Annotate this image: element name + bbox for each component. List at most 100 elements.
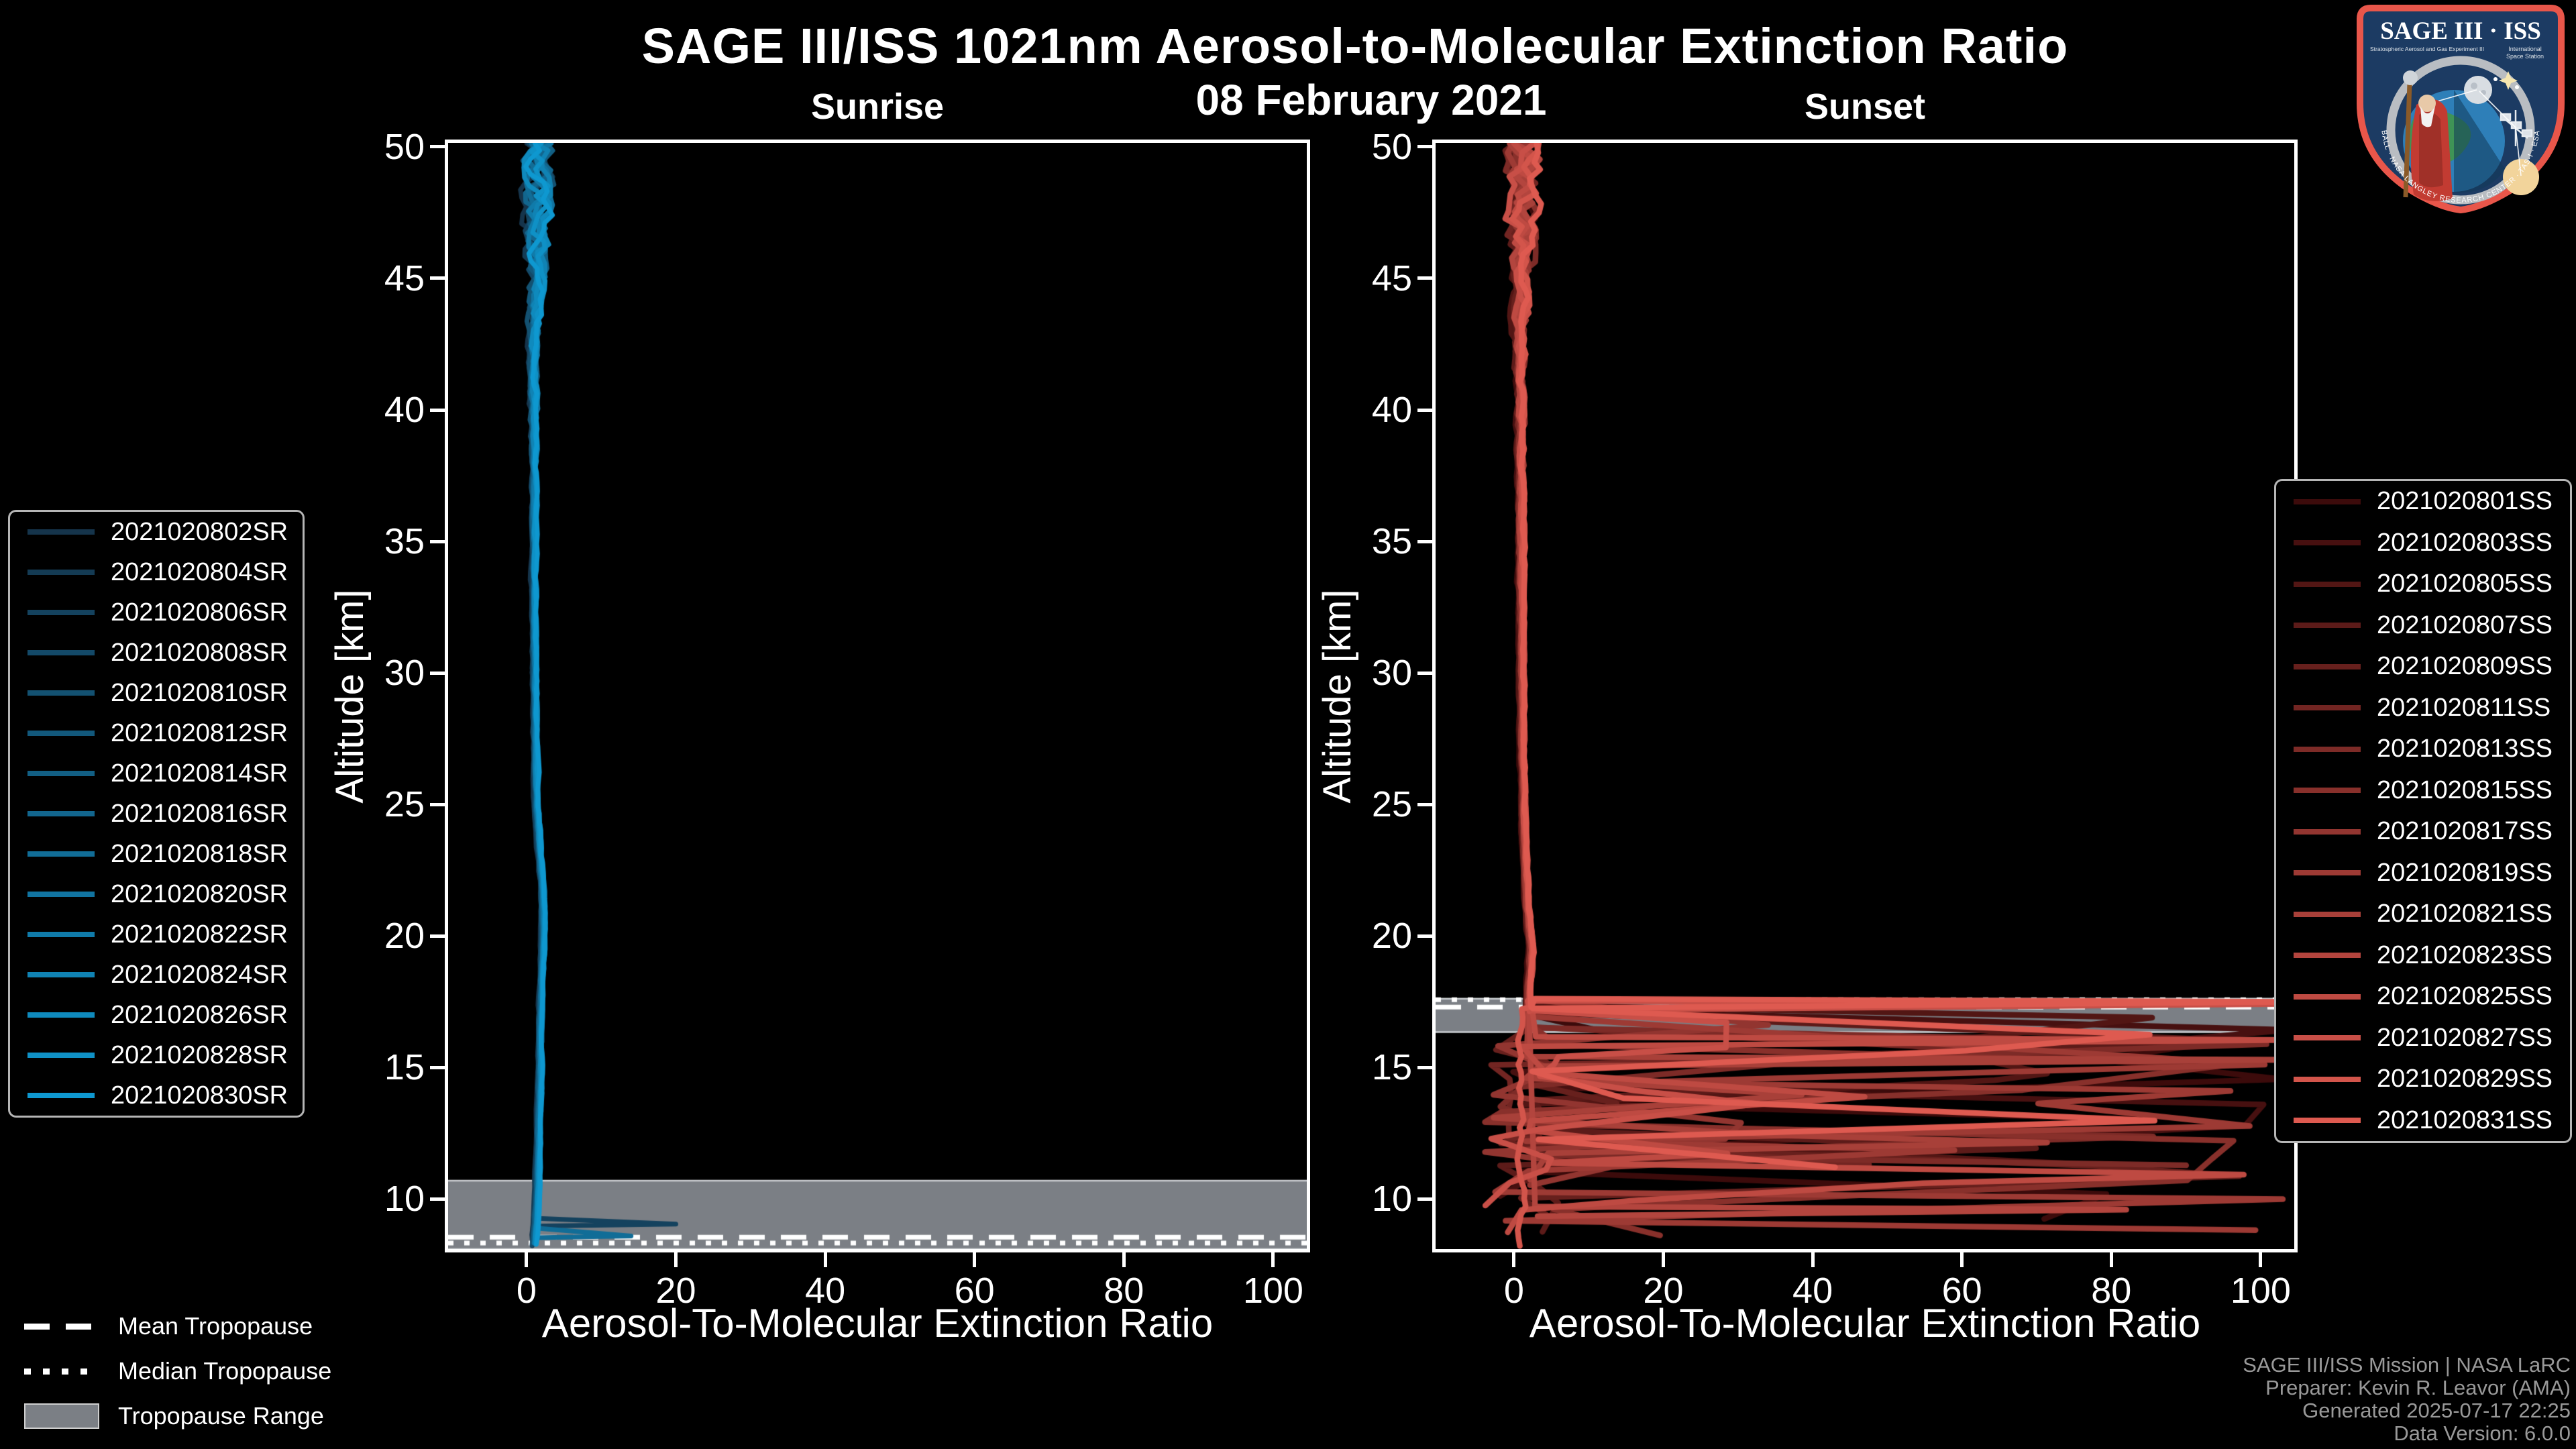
x-tick-label: 0 xyxy=(1503,1271,1524,1311)
legend-item: 2021020821SS xyxy=(2276,900,2570,928)
median-tropopause-line-swatch xyxy=(24,1368,99,1375)
y-tick-label: 25 xyxy=(384,784,425,825)
x-tick-label: 80 xyxy=(1104,1271,1144,1311)
legend-item: 2021020830SR xyxy=(10,1081,303,1110)
footer-line: Generated 2025-07-17 22:25 xyxy=(2302,1399,2571,1422)
y-tick-label: 25 xyxy=(1371,784,1412,825)
legend-line-swatch xyxy=(2294,1076,2361,1082)
legend-line-swatch xyxy=(28,771,95,776)
legend-event-label: 2021020814SR xyxy=(111,759,288,788)
legend-item: 2021020824SR xyxy=(10,961,303,989)
sunrise-x-axis-label: Aerosol-To-Molecular Extinction Ratio xyxy=(541,1301,1214,1346)
legend-event-label: 2021020810SR xyxy=(111,678,288,707)
sunrise-plot-canvas xyxy=(448,143,1307,1249)
logo-subtitle-sage: Stratospheric Aerosol and Gas Experiment… xyxy=(2370,46,2484,52)
legend-line-swatch xyxy=(28,650,95,655)
x-tick-label: 100 xyxy=(2230,1271,2291,1311)
legend-item: 2021020823SS xyxy=(2276,941,2570,970)
sunrise-legend: 2021020802SR 2021020804SR 2021020806SR 2021… xyxy=(8,510,305,1118)
legend-line-swatch xyxy=(28,811,95,816)
legend-event-label: 2021020804SR xyxy=(111,557,288,586)
median-tropopause-label: Median Tropopause xyxy=(118,1357,332,1385)
sunrise-plot-area: 0 20 40 60 80 100 10 15 20 25 30 35 40 45 50 xyxy=(384,128,1310,1309)
tropopause-range-label: Tropopause Range xyxy=(118,1402,324,1430)
x-tick-label: 0 xyxy=(516,1271,537,1311)
legend-line-swatch xyxy=(28,892,95,897)
legend-event-label: 2021020805SS xyxy=(2377,570,2553,598)
legend-line-swatch xyxy=(28,1093,95,1098)
footer-credits: SAGE III/ISS Mission | NASA LaRC Preparer… xyxy=(2243,1354,2571,1445)
legend-event-label: 2021020809SS xyxy=(2377,652,2553,681)
y-tick xyxy=(1417,408,1432,412)
legend-item: 2021020831SS xyxy=(2276,1106,2570,1135)
legend-line-swatch xyxy=(28,851,95,857)
legend-line-swatch xyxy=(28,731,95,736)
footer-line: Preparer: Kevin R. Leavor (AMA) xyxy=(2265,1376,2571,1399)
legend-item: 2021020803SS xyxy=(2276,529,2570,557)
mean-tropopause-label: Mean Tropopause xyxy=(118,1312,313,1340)
x-tick xyxy=(1811,1252,1815,1267)
legend-event-label: 2021020824SR xyxy=(111,960,288,989)
legend-event-label: 2021020829SS xyxy=(2377,1065,2553,1093)
y-tick-label: 15 xyxy=(384,1047,425,1088)
x-tick-label: 60 xyxy=(1941,1271,1982,1311)
legend-event-label: 2021020830SR xyxy=(111,1081,288,1110)
legend-line-swatch xyxy=(28,972,95,977)
legend-item-mean-tropopause: Mean Tropopause xyxy=(24,1311,331,1342)
sunset-y-axis-label: Altitude [km] xyxy=(1316,589,1359,804)
y-tick-label: 10 xyxy=(384,1179,425,1220)
legend-line-swatch xyxy=(28,1012,95,1018)
logo-figure xyxy=(2403,70,2453,201)
y-tick-label: 10 xyxy=(1371,1179,1412,1220)
legend-line-swatch xyxy=(28,529,95,535)
logo-title: SAGE III · ISS xyxy=(2380,17,2541,45)
logo-moon-crater xyxy=(2471,83,2477,89)
y-tick xyxy=(430,408,445,412)
x-tick xyxy=(1122,1252,1126,1267)
legend-item-median-tropopause: Median Tropopause xyxy=(24,1356,331,1387)
y-tick xyxy=(1417,1197,1432,1201)
y-tick-label: 30 xyxy=(384,653,425,694)
x-tick xyxy=(1512,1252,1516,1267)
legend-event-label: 2021020821SS xyxy=(2377,900,2553,928)
legend-event-label: 2021020816SR xyxy=(111,799,288,828)
sunset-panel-title: Sunset xyxy=(1804,87,1926,127)
legend-item: 2021020829SS xyxy=(2276,1065,2570,1093)
legend-item: 2021020827SS xyxy=(2276,1024,2570,1053)
legend-line-swatch xyxy=(2294,540,2361,546)
x-tick-label: 100 xyxy=(1242,1271,1303,1311)
legend-item: 2021020810SR xyxy=(10,679,303,708)
legend-event-label: 2021020811SS xyxy=(2377,693,2551,722)
legend-line-swatch xyxy=(2294,623,2361,629)
legend-item: 2021020825SS xyxy=(2276,982,2570,1011)
y-tick xyxy=(430,671,445,675)
x-tick xyxy=(1960,1252,1964,1267)
legend-item-tropopause-range: Tropopause Range xyxy=(24,1401,331,1432)
legend-line-swatch xyxy=(2294,746,2361,752)
legend-event-label: 2021020819SS xyxy=(2377,858,2553,887)
legend-event-label: 2021020831SS xyxy=(2377,1106,2553,1134)
legend-item: 2021020805SS xyxy=(2276,570,2570,598)
y-tick xyxy=(1417,671,1432,675)
legend-event-label: 2021020802SR xyxy=(111,517,288,546)
legend-line-swatch xyxy=(2294,581,2361,587)
x-tick xyxy=(674,1252,678,1267)
logo-subtitle-iss-2: Space Station xyxy=(2506,53,2544,60)
logo-earth-shadow xyxy=(2454,90,2505,193)
footer-line: Data Version: 6.0.0 xyxy=(2394,1421,2571,1445)
x-tick-label: 20 xyxy=(655,1271,696,1311)
x-tick xyxy=(525,1252,529,1267)
legend-event-label: 2021020822SR xyxy=(111,920,288,949)
y-tick xyxy=(430,802,445,806)
legend-line-swatch xyxy=(2294,663,2361,669)
legend-item: 2021020817SS xyxy=(2276,817,2570,846)
legend-item: 2021020818SR xyxy=(10,840,303,869)
y-tick xyxy=(430,539,445,543)
sunset-x-axis-label: Aerosol-To-Molecular Extinction Ratio xyxy=(1529,1301,2201,1346)
legend-item: 2021020828SR xyxy=(10,1041,303,1070)
legend-event-label: 2021020817SS xyxy=(2377,817,2553,846)
x-tick xyxy=(823,1252,827,1267)
x-tick-label: 40 xyxy=(1792,1271,1833,1311)
sunrise-y-axis-label: Altitude [km] xyxy=(328,589,372,804)
legend-item: 2021020820SR xyxy=(10,880,303,909)
